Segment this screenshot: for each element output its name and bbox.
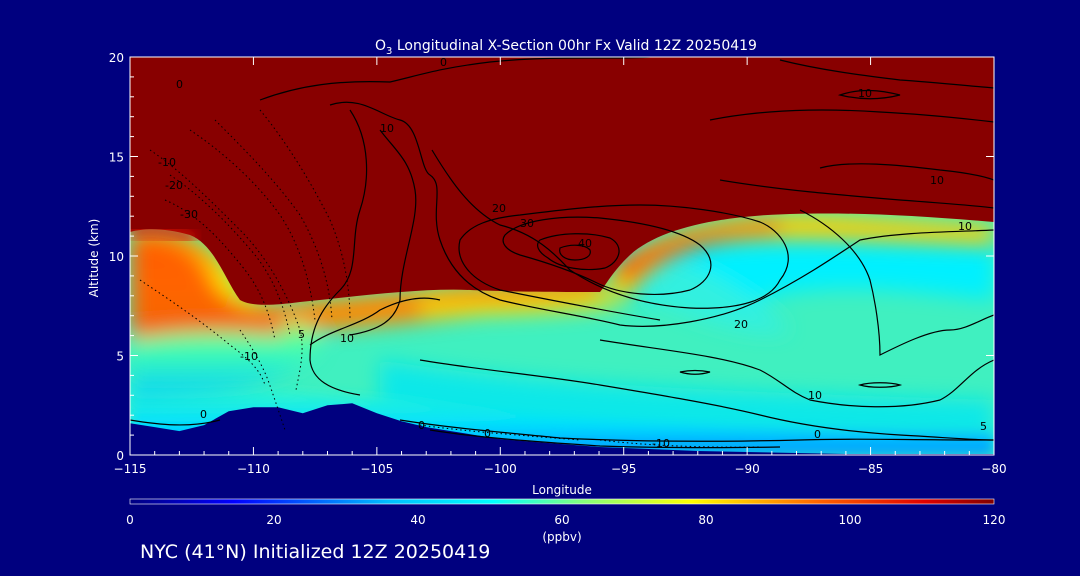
x-axis-label: Longitude [532, 483, 592, 497]
x-axis: −115 −110 −105 −100 −95 −90 −85 −80 [114, 57, 1007, 476]
colorbar-ticks: 0 20 40 60 80 100 120 [126, 513, 1005, 527]
terrain [130, 403, 994, 455]
field-stratosphere [130, 57, 994, 305]
contour-value-labels: 0 10 20 30 40 -10 -20 -30 10 10 20 10 0 … [158, 56, 987, 450]
contour-label: 10 [340, 332, 354, 345]
contour-label: 0 [440, 56, 447, 69]
colorbar-tick-label: 20 [266, 513, 281, 527]
colorbar-tick-label: 40 [410, 513, 425, 527]
contour-lines [130, 57, 994, 449]
colorbar [129, 498, 995, 505]
contour-label: 10 [380, 122, 394, 135]
x-tick-label: −100 [484, 462, 517, 476]
chart-title: O3 Longitudinal X-Section 00hr Fx Valid … [375, 38, 757, 57]
contour-label: 0 [200, 408, 207, 421]
contour-label: 10 [930, 174, 944, 187]
colorbar-tick-label: 120 [983, 513, 1006, 527]
contour-label: 10 [808, 389, 822, 402]
station-caption: NYC (41°N) Initialized 12Z 20250419 [140, 541, 491, 563]
contour-label: -10 [158, 156, 176, 169]
contour-label: 20 [492, 202, 506, 215]
colorbar-tick-label: 100 [839, 513, 862, 527]
x-tick-label: −85 [858, 462, 883, 476]
contour-label: 5 [298, 328, 305, 341]
y-tick-label: 10 [109, 250, 124, 264]
contour-label: 0 [176, 78, 183, 91]
contour-label: -20 [165, 179, 183, 192]
x-tick-label: −90 [734, 462, 759, 476]
contour-label: 0 [814, 428, 821, 441]
y-tick-label: 5 [116, 350, 124, 364]
contour-label: 30 [520, 217, 534, 230]
colorbar-tick-label: 60 [554, 513, 569, 527]
y-tick-label: 15 [109, 151, 124, 165]
contour-label: 0 [484, 427, 491, 440]
contour-label: 40 [578, 237, 592, 250]
contour-label: 0 [418, 419, 425, 432]
contour-label: 20 [734, 318, 748, 331]
dashed-contours [139, 109, 761, 448]
contour-label: 10 [858, 87, 872, 100]
contour-label: -10 [240, 350, 258, 363]
colorbar-tick-label: 80 [698, 513, 713, 527]
contour-label: 5 [980, 420, 987, 433]
y-axis: 0 5 10 15 20 [109, 51, 994, 463]
y-tick-label: 20 [109, 51, 124, 65]
colorbar-tick-label: 0 [126, 513, 134, 527]
title-subscript: 3 [386, 46, 392, 57]
contour-label: -10 [652, 437, 670, 450]
contour-label: -30 [180, 208, 198, 221]
x-tick-label: −95 [611, 462, 636, 476]
y-tick-label: 0 [116, 449, 124, 463]
colorbar-units: (ppbv) [542, 530, 581, 544]
x-tick-label: −115 [114, 462, 147, 476]
x-tick-label: −110 [237, 462, 270, 476]
x-tick-label: −80 [981, 462, 1006, 476]
x-tick-label: −105 [360, 462, 393, 476]
field-west-plume [130, 213, 994, 400]
y-axis-label: Altitude (km) [87, 219, 101, 298]
plot-area: 0 10 20 30 40 -10 -20 -30 10 10 20 10 0 … [130, 56, 994, 455]
contour-label: 10 [958, 220, 972, 233]
